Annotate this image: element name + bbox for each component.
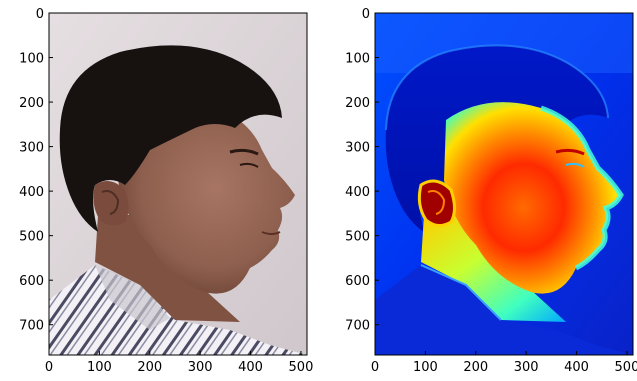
photo-y-tick-label: 500 [19,230,44,245]
photo-y-tick-label: 300 [19,141,44,156]
photo-y-ticks: 0 100 200 300 400 500 600 700 [19,7,53,334]
heatmap-y-tick-label: 600 [345,274,370,289]
heatmap-y-tick-label: 300 [345,141,370,156]
photo-frame [48,12,308,356]
photo-x-tick-label: 0 [45,360,53,375]
heatmap-neck [421,215,566,322]
heatmap-y-tick-label: 0 [362,7,370,22]
heatmap-x-tick-label: 300 [514,360,539,375]
photo-y-tick-label: 200 [19,96,44,111]
heatmap-panel: 0 100 200 300 400 500 0 100 200 300 400 500 600 700 [345,7,637,375]
photo-y-tick-label: 600 [19,274,44,289]
heatmap-x-tick-label: 500 [615,360,637,375]
photo-x-ticks: 0 100 200 300 400 500 [45,351,314,375]
heatmap-x-tick-label: 400 [564,360,589,375]
heatmap-y-tick-label: 200 [345,96,370,111]
heatmap-y-tick-label: 700 [345,319,370,334]
photo-panel: 0 100 200 300 400 500 0 100 200 300 400 500 600 700 [19,7,313,375]
heatmap-y-tick-label: 400 [345,185,370,200]
heatmap-x-tick-label: 0 [371,360,379,375]
photo-y-tick-label: 400 [19,185,44,200]
heatmap-x-tick-label: 100 [413,360,438,375]
photo-x-tick-label: 300 [188,360,213,375]
heatmap-y-tick-label: 500 [345,230,370,245]
photo-x-tick-label: 500 [289,360,314,375]
heatmap-shirt [375,265,633,355]
photo-y-tick-label: 100 [19,52,44,67]
photo-x-tick-label: 400 [238,360,263,375]
photo-image [49,13,307,355]
heatmap-x-tick-label: 200 [463,360,488,375]
neck [95,215,240,322]
heatmap-ear [417,179,456,227]
heatmap-x-ticks: 0 100 200 300 400 500 [371,351,637,375]
heatmap-frame [374,12,634,356]
heatmap-y-ticks: 0 100 200 300 400 500 600 700 [345,7,379,334]
photo-y-tick-label: 0 [36,7,44,22]
hair [59,45,282,232]
photo-y-tick-label: 700 [19,319,44,334]
photo-x-tick-label: 100 [87,360,112,375]
heatmap-y-tick-label: 100 [345,52,370,67]
photo-x-tick-label: 200 [137,360,162,375]
heatmap-image [375,13,633,355]
